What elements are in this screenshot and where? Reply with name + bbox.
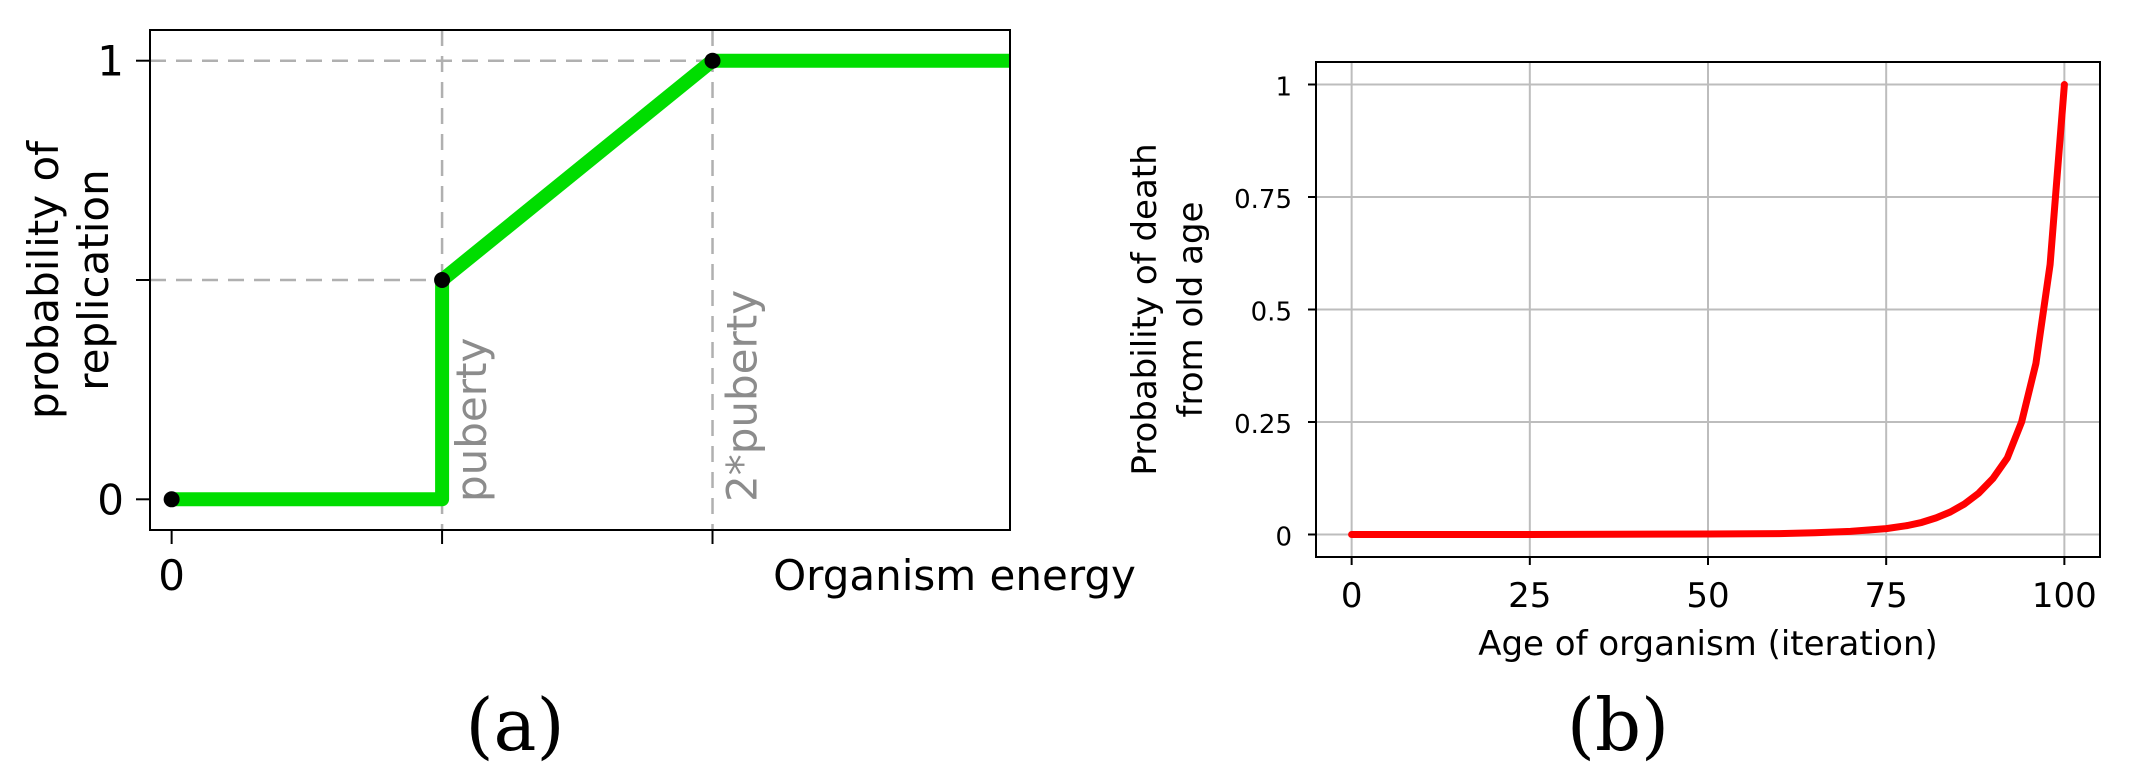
x-tick-label-0: 0 [158,551,185,600]
puberty-label: puberty [447,338,496,502]
y-tick-label-3: 0.75 [1234,185,1292,215]
panel-a-replication-chart: 00 1 puberty 2*puberty Organism energy pr… [19,29,1136,767]
series-lines [171,53,1010,507]
y-tick-label-2: 1 [97,37,124,86]
y-axis-label-line-1: probability of [19,140,68,419]
x-axis-label: Organism energy [773,551,1136,600]
data-point-1 [434,272,451,288]
data-points [163,52,721,508]
x-tick-label-1: 25 [1508,576,1551,616]
x-axis-label: Age of organism (iteration) [1478,624,1938,664]
grid-lines [1316,62,2100,557]
y-axis-label-line-2: replication [69,169,118,390]
y-tick-label-1: 0.25 [1234,410,1292,440]
y-tick-label-2: 0.5 [1251,298,1292,328]
y-axis-label-line-2: from old age [1171,202,1211,418]
x-tick-label-4: 100 [2032,576,2097,616]
double-puberty-label: 2*puberty [718,290,767,502]
reference-lines [150,30,714,530]
y-axis-label-line-1: Probability of death [1125,143,1165,475]
x-tick-label-0: 0 [1341,576,1363,616]
series-line-0 [1348,81,2068,538]
axis-ticks: 00 1 [97,37,714,600]
data-point-2 [704,52,721,69]
panel-label: (a) [465,683,564,767]
y-tick-label-0: 0 [1275,523,1292,553]
data-point-0 [163,491,180,508]
panel-label: (b) [1567,683,1669,767]
x-tick-label-3: 75 [1865,576,1908,616]
series-line-0 [171,53,1010,507]
panel-b-death-probability-chart: 0 25 50 75 100 0 0.25 0.5 0.75 1 Age of organism … [1125,61,2101,767]
y-tick-label-0: 0 [97,475,124,524]
series-lines [1348,81,2068,538]
y-tick-label-4: 1 [1275,73,1292,103]
axis-ticks: 0 25 50 75 100 0 0.25 0.5 0.75 1 [1234,73,2097,617]
x-tick-label-2: 50 [1686,576,1729,616]
plot-frame [149,29,1011,531]
